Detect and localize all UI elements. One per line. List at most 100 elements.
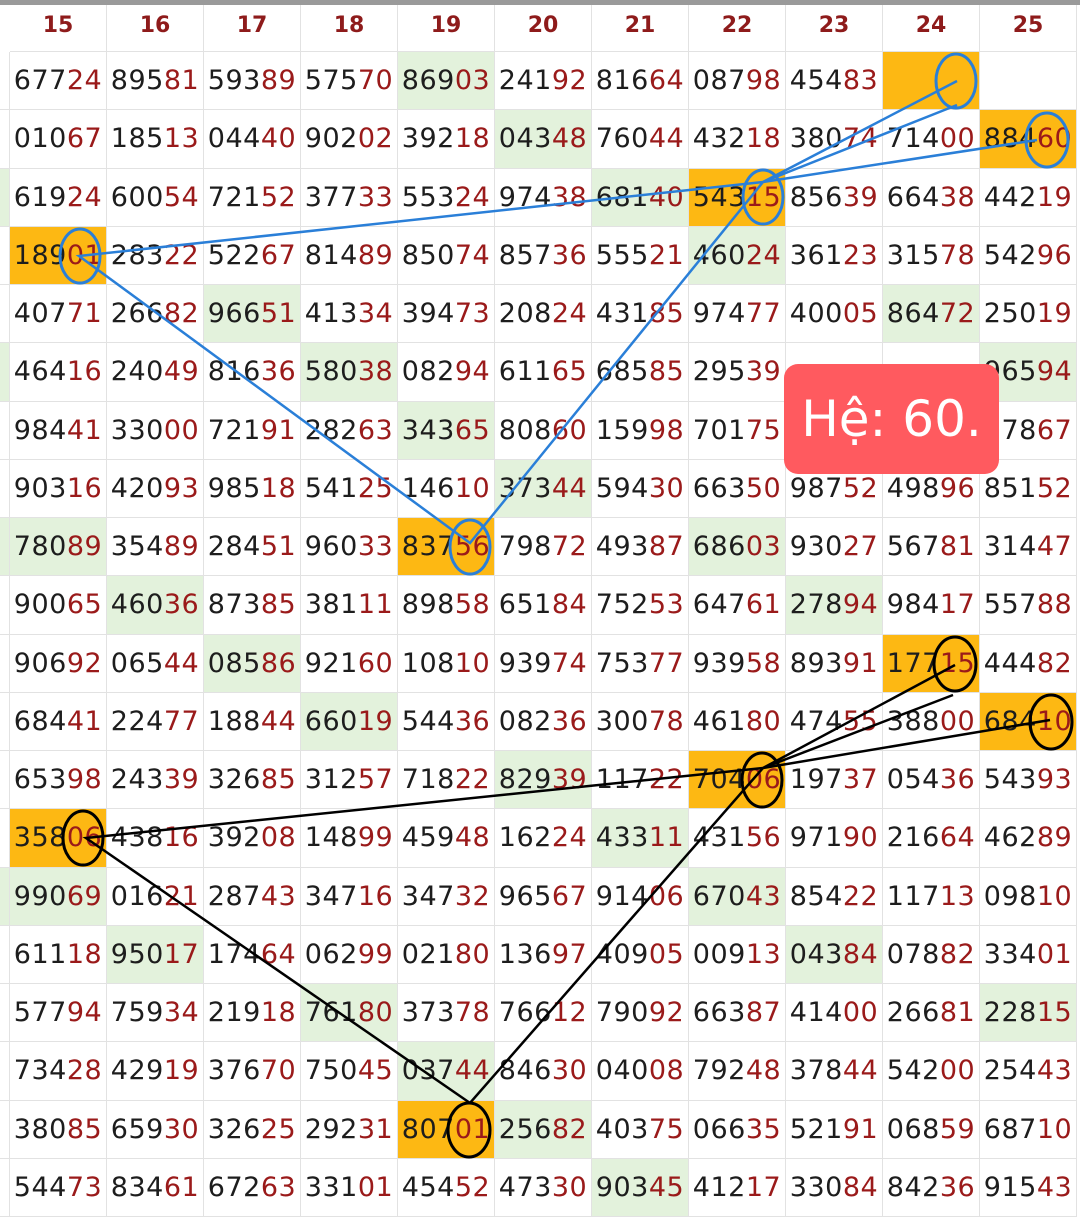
cell-prefix-digits: 287 [207,880,261,912]
cell-suffix-digits: 15 [939,647,976,679]
column-header-22: 22 [689,0,786,52]
cell-prefix-digits: 189 [13,239,67,271]
cell-suffix-digits: 54 [163,181,200,213]
partial-column-cell [0,576,10,635]
cell-prefix-digits: 837 [401,531,455,563]
grid-cell: 043 48 [495,110,592,169]
cell-prefix-digits: 686 [692,531,746,563]
cell-prefix-digits: 915 [983,1171,1037,1203]
cell-suffix-digits: 30 [551,1055,588,1087]
cell-prefix-digits: 464 [13,356,67,388]
cell-suffix-digits: 10 [454,472,491,504]
grid-cell: 314 47 [980,518,1077,577]
cell-prefix-digits: 600 [110,181,164,213]
cell-prefix-digits: 373 [401,997,455,1029]
grid-cell: 837 56 [398,518,495,577]
grid-cell: 567 81 [883,518,980,577]
cell-prefix-digits: 300 [595,705,649,737]
grid-cell: 266 82 [107,285,204,344]
grid-cell: 432 18 [689,110,786,169]
grid-cell: 330 84 [786,1158,883,1217]
grid-cell [883,52,980,111]
cell-suffix-digits: 18 [260,997,297,1029]
grid-cell: 553 24 [398,168,495,227]
cell-prefix-digits: 721 [207,181,261,213]
grid-cell: 575 70 [301,52,398,111]
grid-cell [980,52,1077,111]
cell-suffix-digits: 81 [939,997,976,1029]
column-header-25: 25 [980,0,1077,52]
grid-cell: 461 80 [689,692,786,751]
cell-suffix-digits: 44 [260,705,297,737]
cell-suffix-digits: 15 [745,181,782,213]
column-header-20: 20 [495,0,592,52]
cell-prefix-digits: 326 [207,1113,261,1145]
cell-suffix-digits: 06 [648,880,685,912]
cell-suffix-digits: 08 [648,1055,685,1087]
cell-prefix-digits: 816 [207,356,261,388]
cell-prefix-digits: 543 [983,764,1037,796]
cell-prefix-digits: 282 [304,414,358,446]
cell-prefix-digits: 394 [401,298,455,330]
grid-cell: 464 16 [10,343,107,402]
cell-prefix-digits: 256 [498,1113,552,1145]
cell-suffix-digits: 43 [745,880,782,912]
column-header-18: 18 [301,0,398,52]
grid-cell: 414 00 [786,984,883,1043]
partial-column-cell [0,52,10,111]
grid-cell: 684 41 [10,692,107,751]
grid-cell: 752 53 [592,576,689,635]
cell-suffix-digits: 65 [454,414,491,446]
grid-cell: 600 54 [107,168,204,227]
cell-suffix-digits: 52 [260,181,297,213]
grid-cell: 829 39 [495,751,592,810]
cell-prefix-digits: 659 [110,1113,164,1145]
cell-prefix-digits: 761 [304,997,358,1029]
grid-cell: 354 89 [107,518,204,577]
grid-cell: 759 34 [107,984,204,1043]
cell-suffix-digits: 48 [551,123,588,155]
cell-suffix-digits: 10 [1036,1113,1073,1145]
partial-column-cell [0,1042,10,1101]
grid-cell: 557 88 [980,576,1077,635]
grid-cell: 429 19 [107,1042,204,1101]
cell-prefix-digits: 895 [110,65,164,97]
cell-suffix-digits: 61 [163,1171,200,1203]
grid-cell: 721 52 [204,168,301,227]
cell-prefix-digits: 009 [692,938,746,970]
cell-prefix-digits: 330 [789,1171,843,1203]
grid-cell: 619 24 [10,168,107,227]
grid-cell: 334 01 [980,925,1077,984]
grid-cell: 663 50 [689,459,786,518]
cell-suffix-digits: 72 [939,298,976,330]
cell-suffix-digits: 44 [163,647,200,679]
cell-prefix-digits: 444 [983,647,1037,679]
cell-prefix-digits: 078 [886,938,940,970]
grid-cell: 906 92 [10,634,107,693]
cell-prefix-digits: 850 [401,239,455,271]
grid-cell: 292 31 [301,1100,398,1159]
grid-cell: 790 92 [592,984,689,1043]
grid-cell: 921 60 [301,634,398,693]
grid-cell: 543 93 [980,751,1077,810]
cell-suffix-digits: 33 [357,181,394,213]
cell-suffix-digits: 84 [551,589,588,621]
grid-cell: 037 44 [398,1042,495,1101]
cell-prefix-digits: 361 [789,239,843,271]
cell-prefix-digits: 054 [886,764,940,796]
cell-prefix-digits: 216 [886,822,940,854]
grid-cell: 611 18 [10,925,107,984]
grid-cell: 373 78 [398,984,495,1043]
cell-prefix-digits: 834 [110,1171,164,1203]
cell-prefix-digits: 312 [304,764,358,796]
cell-suffix-digits: 18 [745,123,782,155]
cell-suffix-digits: 93 [163,472,200,504]
cell-suffix-digits: 01 [66,239,103,271]
cell-suffix-digits: 45 [648,1171,685,1203]
cell-prefix-digits: 413 [304,298,358,330]
cell-prefix-digits: 498 [886,472,940,504]
grid-cell: 284 51 [204,518,301,577]
cell-suffix-digits: 38 [551,181,588,213]
grid-cell: 542 00 [883,1042,980,1101]
cell-prefix-digits: 454 [401,1171,455,1203]
